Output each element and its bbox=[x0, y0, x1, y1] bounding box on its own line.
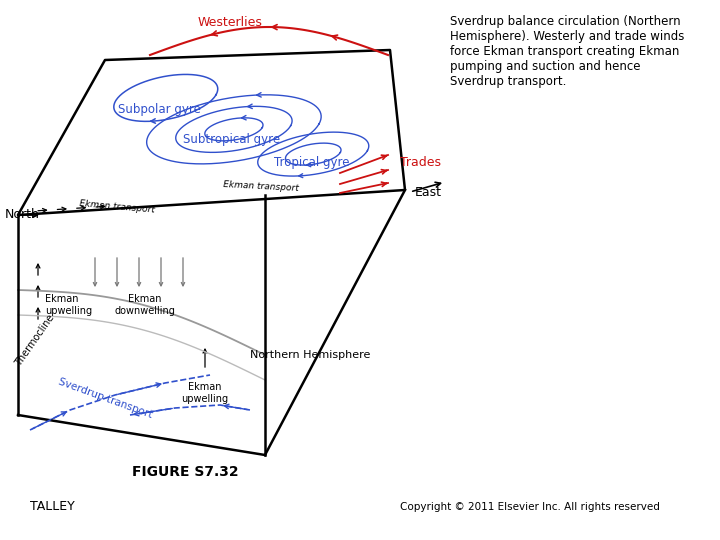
Text: Ekman
downwelling: Ekman downwelling bbox=[114, 294, 176, 316]
Text: Ekman transport: Ekman transport bbox=[78, 199, 155, 215]
Text: Westerlies: Westerlies bbox=[197, 16, 262, 29]
Text: Northern Hemisphere: Northern Hemisphere bbox=[250, 350, 370, 360]
Text: Subtropical gyre: Subtropical gyre bbox=[183, 132, 280, 145]
Text: North: North bbox=[5, 208, 40, 221]
Text: Ekman transport: Ekman transport bbox=[222, 180, 299, 193]
Text: Ekman
upwelling: Ekman upwelling bbox=[181, 382, 228, 403]
Text: Ekman
upwelling: Ekman upwelling bbox=[45, 294, 92, 316]
Text: Subpolar gyre: Subpolar gyre bbox=[117, 103, 200, 116]
Text: FIGURE S7.32: FIGURE S7.32 bbox=[132, 465, 238, 479]
Text: Sverdrup transport: Sverdrup transport bbox=[57, 376, 153, 420]
Text: TALLEY: TALLEY bbox=[30, 501, 75, 514]
Text: East: East bbox=[415, 186, 442, 199]
Text: Sverdrup balance circulation (Northern
Hemisphere). Westerly and trade winds
for: Sverdrup balance circulation (Northern H… bbox=[450, 15, 685, 88]
Text: Tropical gyre: Tropical gyre bbox=[274, 156, 349, 168]
Text: Copyright © 2011 Elsevier Inc. All rights reserved: Copyright © 2011 Elsevier Inc. All right… bbox=[400, 502, 660, 512]
Text: Trades: Trades bbox=[400, 157, 441, 170]
Text: Thermocline: Thermocline bbox=[14, 312, 56, 368]
